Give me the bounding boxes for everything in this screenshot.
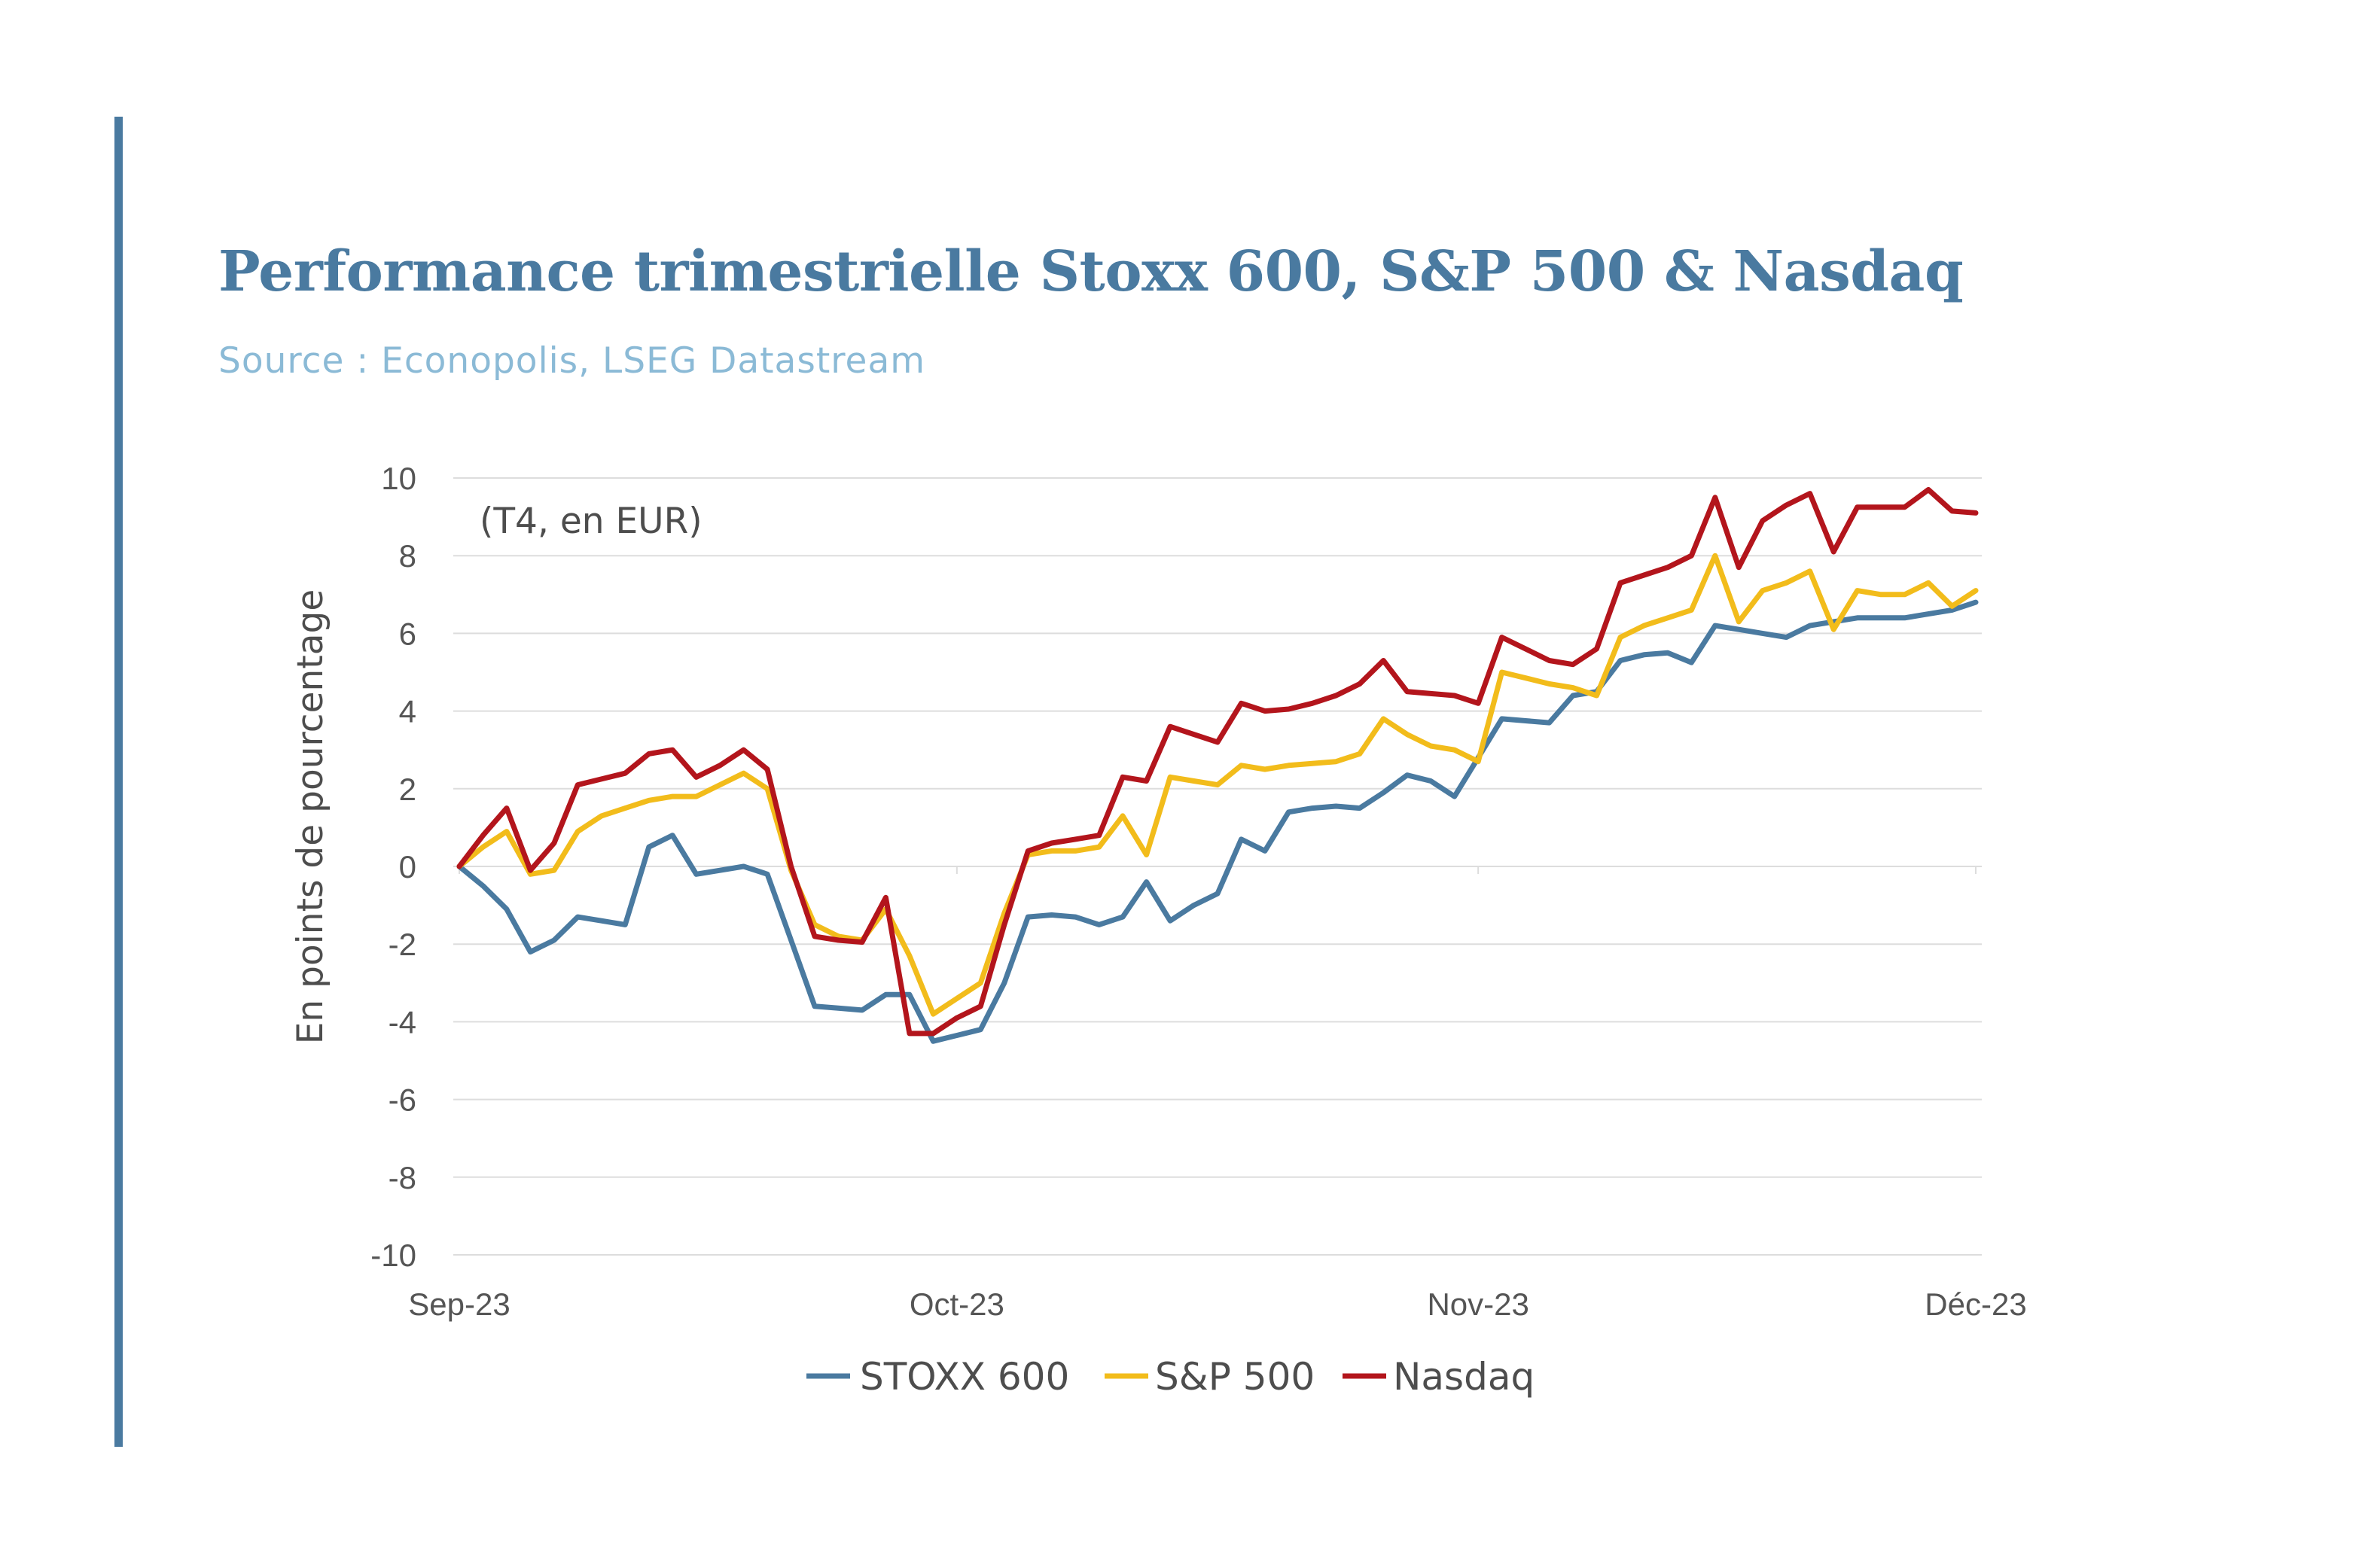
y-axis-label: En points de pourcentage xyxy=(290,589,331,1045)
y-tick-label: 2 xyxy=(399,772,416,807)
y-tick-label: 10 xyxy=(381,461,416,496)
legend: STOXX 600 S&P 500 Nasdaq xyxy=(806,1355,1535,1399)
chart-title: Performance trimestrielle Stoxx 600, S&P… xyxy=(218,239,1964,304)
chart-source: Source : Econopolis, LSEG Datastream xyxy=(218,340,926,382)
y-tick-label: -10 xyxy=(370,1238,416,1273)
x-tick-label: Oct-23 xyxy=(910,1286,1004,1322)
y-axis-ticks: 10 8 6 4 2 0 -2 -4 -6 -8 -10 xyxy=(370,461,416,1273)
gridlines xyxy=(453,477,1982,1256)
y-tick-label: -4 xyxy=(389,1004,416,1040)
x-tick-label: Nov-23 xyxy=(1427,1286,1529,1322)
y-tick-label: -8 xyxy=(389,1160,416,1195)
y-tick-label: 8 xyxy=(399,538,416,574)
series-lines xyxy=(456,487,1979,1044)
chart-annotation: (T4, en EUR) xyxy=(480,501,703,542)
y-tick-label: 4 xyxy=(399,694,416,729)
x-tick-label: Déc-23 xyxy=(1925,1286,2026,1322)
x-axis-ticks: Sep-23 Oct-23 Nov-23 Déc-23 xyxy=(408,1286,2026,1322)
legend-label: S&P 500 xyxy=(1155,1355,1315,1399)
accent-bar xyxy=(114,117,123,1447)
y-tick-label: -6 xyxy=(389,1082,416,1118)
x-tick-label: Sep-23 xyxy=(408,1286,510,1322)
y-tick-label: -2 xyxy=(389,927,416,962)
series-line-stoxx-600 xyxy=(456,599,1979,1044)
legend-label: Nasdaq xyxy=(1393,1355,1535,1399)
series-line-s-p-500 xyxy=(456,553,1979,1017)
legend-label: STOXX 600 xyxy=(860,1355,1069,1399)
series-line-nasdaq xyxy=(456,487,1979,1037)
y-tick-label: 6 xyxy=(399,616,416,651)
y-tick-label: 0 xyxy=(399,849,416,884)
